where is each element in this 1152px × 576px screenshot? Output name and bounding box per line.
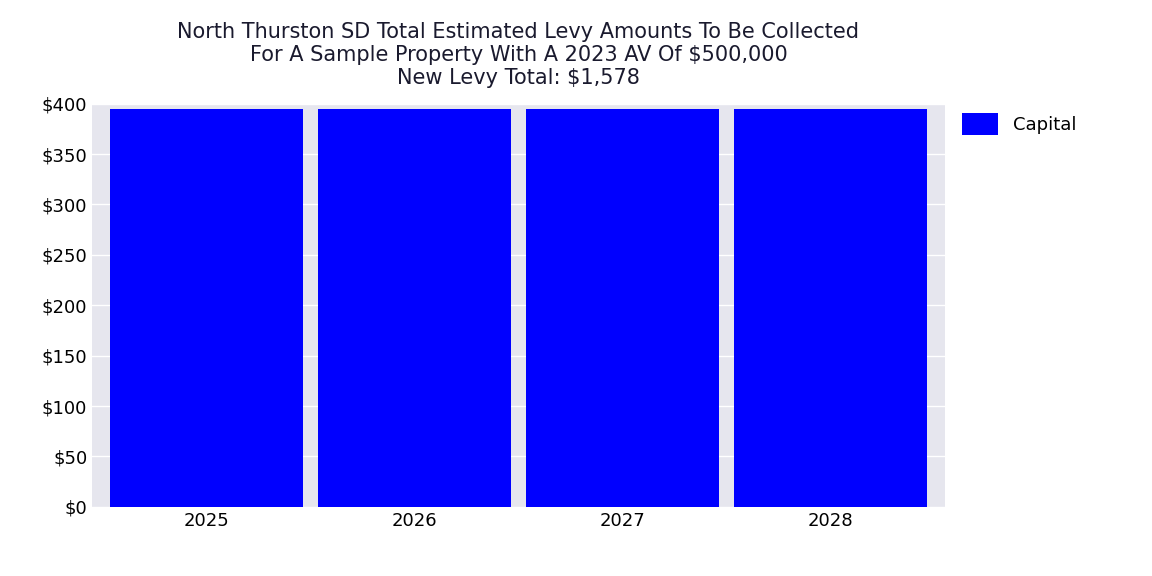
Bar bbox=[109, 109, 303, 507]
Title: North Thurston SD Total Estimated Levy Amounts To Be Collected
For A Sample Prop: North Thurston SD Total Estimated Levy A… bbox=[177, 22, 859, 88]
Bar bbox=[525, 109, 719, 507]
Bar bbox=[318, 109, 511, 507]
Bar bbox=[734, 109, 927, 507]
Legend: Capital: Capital bbox=[962, 113, 1076, 135]
